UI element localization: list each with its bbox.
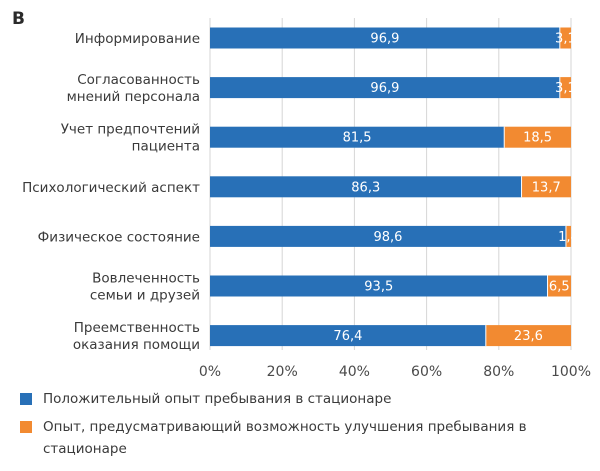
panel-label: В (12, 9, 25, 29)
legend-swatch-positive (20, 393, 32, 405)
bar-positive (210, 176, 522, 198)
bar-positive (210, 77, 560, 99)
category-label: оказания помощи (73, 337, 200, 353)
bar-value-label: 81,5 (343, 131, 372, 146)
bar-value-label: 3,1 (555, 81, 576, 96)
bar-positive (210, 275, 548, 297)
category-label: Преемственность (74, 320, 200, 336)
category-label: Вовлеченность (92, 271, 200, 287)
x-tick-label: 60% (411, 364, 442, 380)
legend-swatch-improvement (20, 421, 32, 433)
category-label: семьи и друзей (90, 288, 200, 304)
bar-value-label: 98,6 (373, 230, 402, 245)
x-tick-label: 100% (551, 364, 591, 380)
x-tick-label: 20% (267, 364, 298, 380)
bar-improvement (547, 275, 571, 297)
category-label: Психологический аспект (22, 180, 200, 196)
bar-improvement (565, 225, 571, 247)
bar-positive (210, 325, 486, 347)
legend-item-improvement: Опыт, предусматривающий возможность улуч… (16, 416, 563, 460)
bars: 96,9 3,1 96,9 3,1 81,5 18,5 86,3 13,7 98,6 1,4 93,… (210, 27, 579, 347)
bar-value-label: 96,9 (370, 81, 399, 96)
bar-positive (210, 225, 566, 247)
bar-improvement (485, 325, 571, 347)
bar-improvement (559, 27, 571, 49)
bar-value-label: 6,5 (549, 280, 570, 295)
category-label: Учет предпочтений (61, 122, 200, 138)
x-tick-label: 40% (339, 364, 370, 380)
bar-positive (210, 27, 560, 49)
legend-label-positive: Положительный опыт пребывания в стациона… (43, 391, 392, 407)
legend-item-positive: Положительный опыт пребывания в стациона… (16, 388, 591, 410)
bar-value-label: 23,6 (514, 329, 543, 344)
x-tick-label: 0% (199, 364, 221, 380)
category-label: мнений персонала (67, 89, 200, 105)
legend-label-improvement: Опыт, предусматривающий возможность улуч… (43, 419, 527, 457)
x-tick-label: 80% (483, 364, 514, 380)
bar-value-label: 76,4 (333, 329, 362, 344)
category-label: пациента (132, 139, 200, 155)
bar-positive (210, 126, 505, 148)
bar-improvement (504, 126, 571, 148)
category-label: Физическое состояние (38, 229, 200, 245)
bar-value-label: 18,5 (523, 131, 552, 146)
x-axis-ticks: 0% 20% 40% 60% 80% 100% (199, 364, 591, 380)
bar-value-label: 93,5 (364, 280, 393, 295)
stacked-bar-chart: В 96,9 3,196,9 3,181,5 18,586,3 13,798,6 1,49… (12, 9, 591, 380)
bar-improvement (559, 77, 571, 99)
legend: Положительный опыт пребывания в стациона… (16, 388, 591, 466)
bar-value-label: 96,9 (370, 32, 399, 47)
bar-value-label: 86,3 (351, 180, 380, 195)
bar-value-label: 1,4 (558, 230, 579, 245)
bar-value-label: 3,1 (555, 32, 576, 47)
bar-improvement (521, 176, 571, 198)
category-label: Информирование (75, 31, 200, 47)
category-label: Согласованность (77, 72, 200, 88)
bar-value-label: 13,7 (532, 180, 561, 195)
